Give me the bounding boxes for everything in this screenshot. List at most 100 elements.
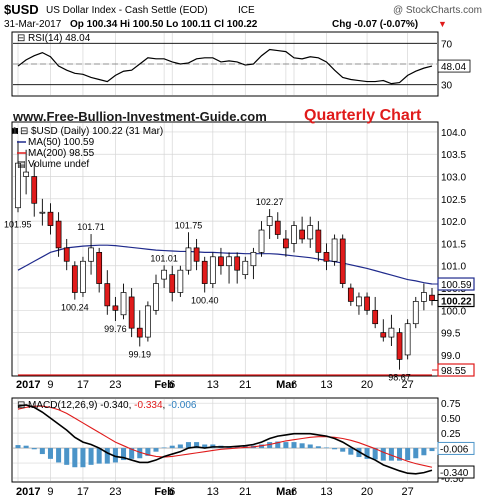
candle-body [266, 216, 273, 226]
macd-histogram-bar [388, 448, 394, 461]
candle-body [412, 301, 419, 325]
price-tick-label: 102.0 [441, 217, 466, 228]
macd-tick-label: 0.25 [441, 429, 461, 440]
price-annotation: 101.71 [77, 222, 105, 232]
candle [120, 283, 127, 320]
macd-legend-signal: -0.334 [134, 400, 163, 411]
macd-hist-badge [437, 441, 475, 455]
candle [315, 221, 322, 262]
price-x-tick-label: 6 [169, 379, 175, 391]
macd-histogram-bar [177, 444, 183, 449]
candle-body [145, 305, 151, 338]
price-tick-label: 99.0 [441, 351, 461, 362]
ma200-legend-text: MA(200) 98.55 [28, 148, 95, 159]
ma50-legend-text: MA(50) 100.59 [28, 137, 95, 148]
volume-legend-icon: ▤ [17, 159, 26, 169]
macd-histogram-bar [397, 448, 403, 461]
candle-body [209, 256, 216, 284]
price-annotation: 99.19 [128, 349, 151, 359]
ma50-line [17, 244, 433, 285]
macd-histogram-bar [80, 448, 86, 468]
price-x-tick-label: Feb [154, 379, 174, 391]
macd-macd-badge-label: -0.340 [440, 468, 469, 479]
price-price-badge-label: 100.22 [441, 297, 472, 308]
candle-body [356, 296, 362, 307]
candle [145, 301, 151, 342]
price-plot: 101.95 100.24 101.71 99.76 99.19 101.01 101.75… [4, 140, 435, 383]
candle-body [177, 269, 184, 293]
price-annotation: 101.95 [4, 219, 32, 229]
candle-body [307, 225, 314, 240]
price-x-tick-label: 13 [320, 379, 332, 391]
price-annotation: 100.40 [191, 295, 219, 305]
candle-body [47, 211, 54, 226]
candle-body [153, 283, 159, 311]
macd-histogram-bar [64, 448, 70, 465]
candle-body [421, 292, 427, 302]
macd-signal-line [17, 405, 433, 468]
candle [283, 230, 289, 257]
macd-histogram-bar [202, 444, 208, 449]
rsi-legend-icon: ⊟ [17, 33, 25, 44]
candle-body [161, 269, 167, 280]
price-annotation: 98.67 [388, 373, 411, 383]
candle-body [169, 274, 176, 293]
macd-histogram-bar [47, 448, 53, 459]
exchange: ICE [238, 5, 255, 16]
price-x-tick-label: 9 [47, 379, 53, 391]
candle-body [388, 327, 395, 338]
candle-body [63, 247, 70, 262]
macd-histogram-bar [72, 448, 78, 468]
candle [63, 238, 70, 271]
price-x-tick-label: 23 [109, 379, 121, 391]
candle-body [136, 327, 143, 338]
ma50-price-badge-label: 100.59 [441, 280, 472, 291]
candle [55, 212, 62, 257]
candle [242, 256, 249, 280]
quote-line: Op 100.34 Hi 100.50 Lo 100.11 Cl 100.22 [70, 19, 258, 30]
candle-body [234, 256, 241, 271]
candle [169, 265, 176, 302]
macd-histogram-bar [307, 444, 313, 449]
candle-body [201, 260, 208, 284]
price-legend-swatch [12, 128, 18, 134]
price-tick-label: 99.5 [441, 329, 461, 340]
candle-body [31, 176, 38, 204]
candle-body [364, 296, 370, 311]
candle [47, 203, 54, 235]
stockcharts-watermark: @ StockCharts.com [393, 5, 482, 16]
price-tick-label: 103.0 [441, 173, 466, 184]
macd-x-tick-label: 23 [109, 486, 121, 498]
macd-tick-label: 0.50 [441, 414, 461, 425]
macd-histogram-bar [283, 442, 289, 449]
candle-body [283, 238, 289, 249]
candle-body [339, 238, 346, 284]
candle-body [226, 256, 232, 267]
candle-body [128, 296, 135, 329]
candle [307, 216, 314, 248]
candle [323, 243, 330, 271]
macd-histogram-bar [129, 448, 135, 459]
candle-body [185, 247, 192, 271]
candle [226, 252, 232, 284]
macd-histogram-bar [31, 448, 37, 450]
macd-histogram-bar [323, 447, 329, 449]
macd-histogram-bar [137, 448, 143, 459]
macd-legend-icon: ⊟ [17, 400, 25, 411]
macd-histogram-bar [234, 446, 240, 449]
candle [96, 247, 103, 293]
price-tick-label: 102.5 [441, 195, 466, 206]
macd-line [17, 404, 433, 475]
candle-body [396, 332, 403, 360]
candle [201, 256, 208, 293]
candle-body [39, 211, 46, 214]
macd-hist-badge-label: -0.006 [440, 444, 469, 455]
index-name: US Dollar Index - Cash Settle (EOD) [46, 5, 208, 16]
candle [266, 209, 273, 239]
candle [80, 256, 86, 297]
ma200-price-badge-label: 98.55 [441, 366, 466, 377]
macd-x-tick-label: 9 [47, 486, 53, 498]
rsi-tick-label: 30 [441, 81, 453, 92]
macd-histogram-bar [23, 445, 29, 449]
